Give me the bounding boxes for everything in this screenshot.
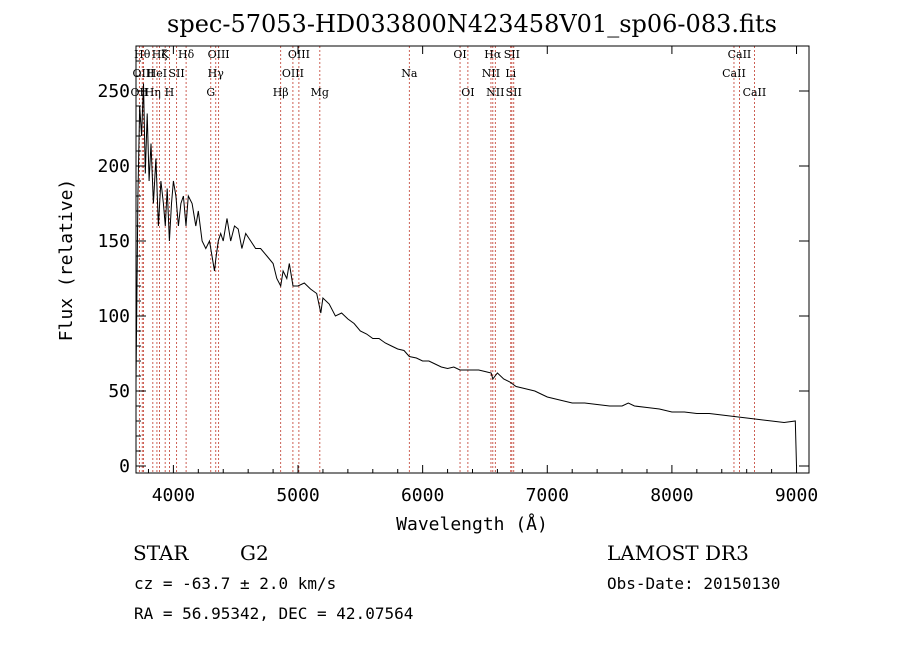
- spectral-line-labels: OIIHθOIIIHηHeIHζKHSIIHδGHγOIIIHβOIIIOIII…: [131, 48, 767, 99]
- spectral-line-label: OI: [461, 86, 474, 99]
- y-axis-ticks: 0 50 100 150 200 250: [97, 60, 809, 477]
- spectral-line-label: NII: [486, 86, 504, 99]
- coordinates: RA = 56.95342, DEC = 42.07564: [134, 604, 413, 623]
- spectral-line-markers: [138, 46, 755, 473]
- survey-name: LAMOST DR3: [607, 541, 749, 565]
- plot-frame: [135, 45, 810, 474]
- spectral-line-label: NII: [482, 67, 500, 80]
- spectral-line-label: OI: [453, 48, 466, 61]
- spectral-line-label: CaII: [728, 48, 752, 61]
- spectral-line-label: Hη: [145, 86, 161, 99]
- y-tick-label: 150: [97, 231, 130, 252]
- x-tick-label: 9000: [775, 485, 818, 506]
- x-tick-label: 6000: [401, 485, 444, 506]
- redshift-cz: cz = -63.7 ± 2.0 km/s: [134, 574, 336, 593]
- spectrum-line: [135, 83, 797, 467]
- spectral-line-label: Hζ: [152, 48, 168, 61]
- y-tick-label: 50: [108, 381, 130, 402]
- object-subclass: G2: [240, 541, 269, 565]
- spectral-line-label: H: [165, 86, 175, 99]
- y-tick-label: 0: [119, 456, 130, 477]
- spectral-line-label: SII: [169, 67, 185, 80]
- spectral-line-label: SII: [506, 86, 522, 99]
- y-tick-label: 100: [97, 306, 130, 327]
- x-tick-label: 5000: [276, 485, 319, 506]
- obs-date: Obs-Date: 20150130: [607, 574, 780, 593]
- chart-title: spec-57053-HD033800N423458V01_sp06-083.f…: [167, 10, 777, 38]
- x-axis-label: Wavelength (Å): [396, 513, 548, 535]
- spectral-line-label: Li: [505, 67, 516, 80]
- spectral-line-label: Hγ: [208, 67, 225, 80]
- spectral-line-label: Hδ: [178, 48, 195, 61]
- spectral-line-label: OIII: [132, 67, 154, 80]
- spectral-line-label: OIII: [282, 67, 304, 80]
- spectral-line-label: Hβ: [273, 86, 289, 99]
- spectral-line-label: CaII: [722, 67, 746, 80]
- spectral-line-label: CaII: [743, 86, 767, 99]
- spectral-line-label: OIII: [288, 48, 310, 61]
- spectral-line-label: SII: [504, 48, 520, 61]
- spectral-line-label: Hθ: [134, 48, 151, 61]
- y-tick-label: 200: [97, 156, 130, 177]
- x-axis-ticks: 4000 5000 6000 7000 8000 9000: [147, 46, 818, 506]
- x-tick-label: 7000: [526, 485, 569, 506]
- spectral-line-label: HeI: [147, 67, 167, 80]
- spectral-line-label: G: [206, 86, 215, 99]
- spectral-line-label: Mg: [311, 86, 329, 99]
- object-type: STAR: [133, 541, 189, 565]
- x-tick-label: 8000: [650, 485, 693, 506]
- spectral-line-label: K: [161, 48, 170, 61]
- spectral-line-label: OIII: [208, 48, 230, 61]
- x-tick-label: 4000: [152, 485, 195, 506]
- spectral-line-label: Hα: [484, 48, 502, 61]
- spectral-line-label: Na: [401, 67, 418, 80]
- y-axis-label: Flux (relative): [56, 179, 77, 342]
- y-tick-label: 250: [97, 81, 130, 102]
